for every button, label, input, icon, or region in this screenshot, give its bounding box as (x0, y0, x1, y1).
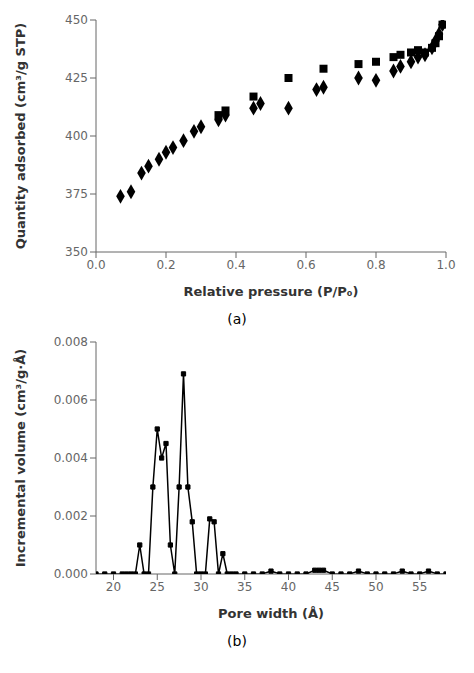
svg-text:450: 450 (65, 13, 88, 27)
svg-text:350: 350 (65, 245, 88, 259)
svg-text:400: 400 (65, 129, 88, 143)
svg-text:Relative pressure (P/P₀): Relative pressure (P/P₀) (184, 284, 359, 299)
html-text:(a): (a) (227, 311, 247, 327)
svg-text:0.4: 0.4 (226, 258, 245, 272)
svg-text:0.8: 0.8 (366, 258, 385, 272)
svg-text:0.000: 0.000 (54, 567, 88, 581)
svg-text:425: 425 (65, 71, 88, 85)
svg-text:375: 375 (65, 187, 88, 201)
svg-text:30: 30 (193, 580, 208, 594)
svg-text:20: 20 (106, 580, 121, 594)
svg-text:25: 25 (150, 580, 165, 594)
svg-text:35: 35 (237, 580, 252, 594)
svg-text:55: 55 (412, 580, 427, 594)
svg-text:Incremental volume (cm³/g·Å): Incremental volume (cm³/g·Å) (13, 349, 28, 568)
svg-text:0.004: 0.004 (54, 451, 88, 465)
svg-text:0.008: 0.008 (54, 335, 88, 349)
html-text:(b): (b) (227, 633, 247, 649)
svg-text:1.0: 1.0 (436, 258, 455, 272)
svg-text:Quantity adsorbed (cm³/g STP): Quantity adsorbed (cm³/g STP) (13, 23, 28, 250)
svg-text:Pore width (Å): Pore width (Å) (218, 606, 324, 621)
svg-text:40: 40 (281, 580, 296, 594)
svg-text:50: 50 (368, 580, 383, 594)
svg-text:45: 45 (325, 580, 340, 594)
svg-text:0.6: 0.6 (296, 258, 315, 272)
svg-text:0.002: 0.002 (54, 509, 88, 523)
svg-text:0.0: 0.0 (86, 258, 105, 272)
svg-text:0.2: 0.2 (156, 258, 175, 272)
svg-text:0.006: 0.006 (54, 393, 88, 407)
